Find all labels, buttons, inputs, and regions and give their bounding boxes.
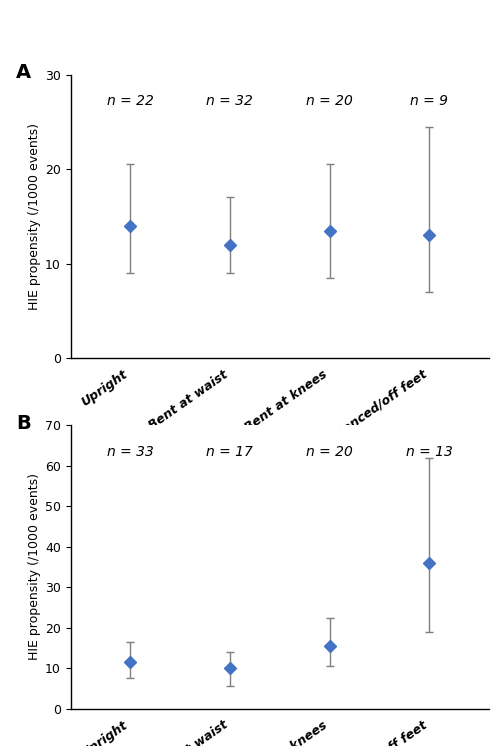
Y-axis label: HIE propensity (/1000 events): HIE propensity (/1000 events) bbox=[28, 474, 41, 660]
Text: A: A bbox=[16, 63, 31, 82]
Text: n = 20: n = 20 bbox=[306, 445, 353, 459]
Text: n = 9: n = 9 bbox=[410, 95, 448, 108]
Text: n = 22: n = 22 bbox=[107, 95, 154, 108]
Text: n = 17: n = 17 bbox=[207, 445, 254, 459]
Text: n = 20: n = 20 bbox=[306, 95, 353, 108]
Y-axis label: HIE propensity (/1000 events): HIE propensity (/1000 events) bbox=[28, 123, 41, 310]
Text: B: B bbox=[16, 414, 31, 433]
X-axis label: Tackler body position: All HIEs: Tackler body position: All HIEs bbox=[161, 535, 398, 549]
Text: n = 13: n = 13 bbox=[406, 445, 453, 459]
Text: n = 33: n = 33 bbox=[107, 445, 154, 459]
Text: n = 32: n = 32 bbox=[207, 95, 254, 108]
